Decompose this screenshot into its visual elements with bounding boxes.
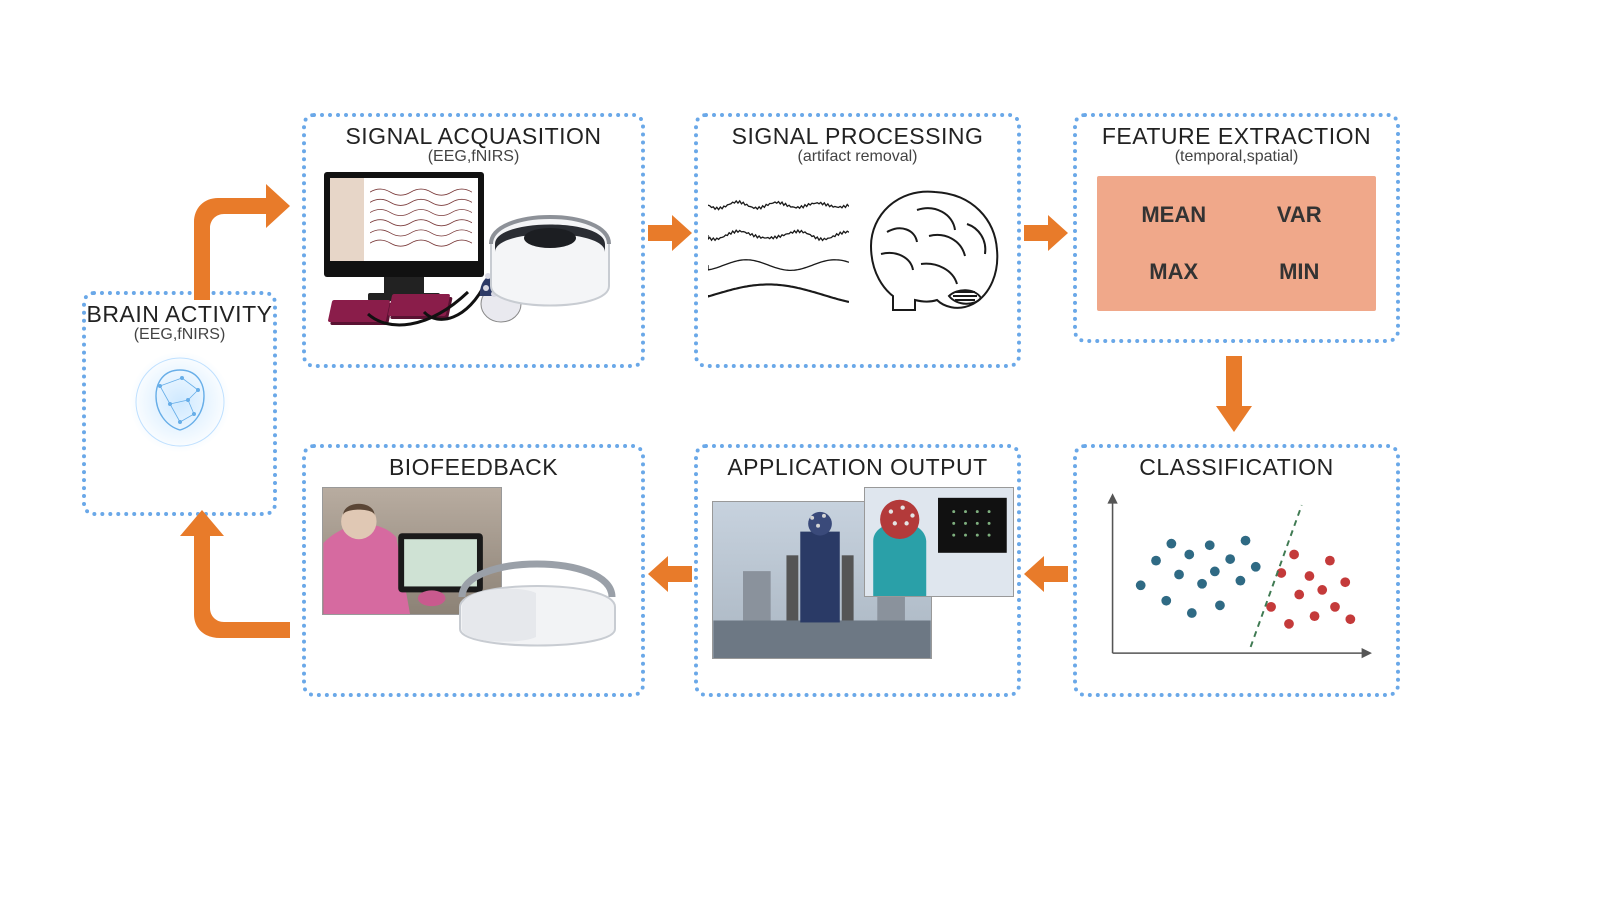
sub-signal-proc: (artifact removal): [698, 148, 1017, 166]
box-brain-activity: BRAIN ACTIVITY (EEG,fNIRS): [82, 291, 277, 516]
title-biofeedback: BIOFEEDBACK: [306, 454, 641, 481]
biofeedback-illustration: [316, 483, 631, 658]
feature-grid: MEAN VAR MAX MIN: [1097, 176, 1376, 311]
box-signal-processing: SIGNAL PROCESSING (artifact removal): [694, 113, 1021, 368]
title-signal-proc: SIGNAL PROCESSING: [698, 123, 1017, 150]
brain-network-icon: [130, 352, 230, 452]
headband-device-icon: [450, 559, 625, 654]
feature-label-max: MAX: [1149, 259, 1198, 285]
title-feature-ext: FEATURE EXTRACTION: [1077, 123, 1396, 150]
photo-bci-screen: [864, 487, 1014, 597]
feature-label-min: MIN: [1279, 259, 1319, 285]
sub-feature-ext: (temporal,spatial): [1077, 148, 1396, 166]
sub-brain-activity: (EEG,fNIRS): [86, 326, 273, 344]
signal-acq-illustration: [318, 172, 629, 337]
title-app-output: APPLICATION OUTPUT: [698, 454, 1017, 481]
vr-headset-icon: [475, 200, 625, 320]
signal-proc-illustration: [708, 170, 1007, 330]
brain-outline-icon: [857, 180, 1007, 320]
eeg-waves-icon: [708, 184, 849, 316]
sub-signal-acq: (EEG,fNIRS): [306, 148, 641, 166]
box-application-output: APPLICATION OUTPUT: [694, 444, 1021, 697]
box-classification: CLASSIFICATION: [1073, 444, 1400, 697]
arrow-proc-to-feat: [1024, 215, 1068, 251]
title-signal-acq: SIGNAL ACQUASITION: [306, 123, 641, 150]
arrow-acq-to-proc: [648, 215, 692, 251]
arrow-bio-to-brain: [170, 510, 290, 655]
arrow-app-to-bio: [648, 556, 692, 592]
arrow-feat-to-class: [1216, 356, 1252, 432]
feature-label-mean: MEAN: [1141, 202, 1206, 228]
feature-label-var: VAR: [1277, 202, 1322, 228]
title-brain-activity: BRAIN ACTIVITY: [86, 301, 273, 328]
title-classification: CLASSIFICATION: [1077, 454, 1396, 481]
arrow-brain-to-acq: [170, 170, 290, 300]
app-output-illustration: [706, 483, 1009, 663]
arrow-class-to-app: [1024, 556, 1068, 592]
box-signal-acquisition: SIGNAL ACQUASITION (EEG,fNIRS): [302, 113, 645, 368]
classification-plot: [1095, 485, 1378, 670]
box-feature-extraction: FEATURE EXTRACTION (temporal,spatial) ME…: [1073, 113, 1400, 343]
box-biofeedback: BIOFEEDBACK: [302, 444, 645, 697]
